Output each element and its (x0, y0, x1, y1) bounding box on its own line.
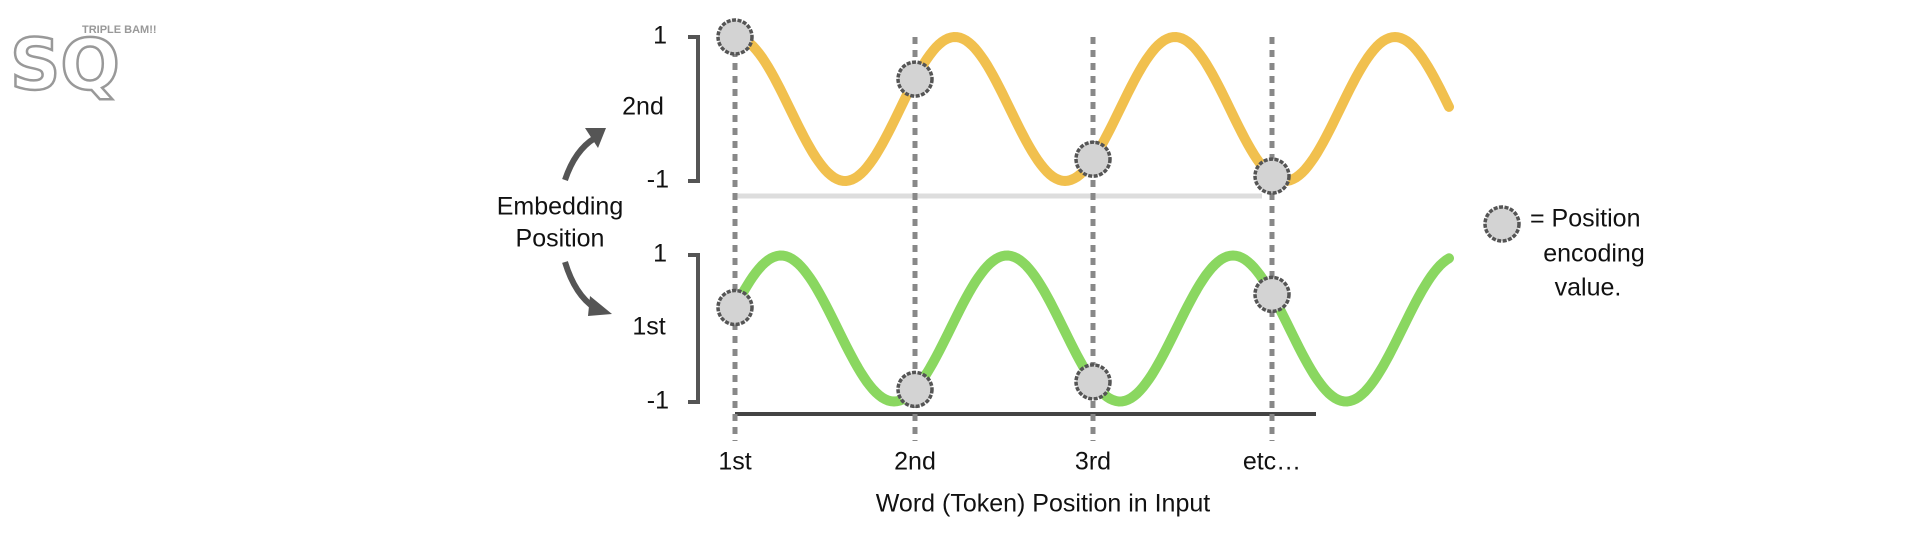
logo: SQ TRIPLE BAM!! (9, 23, 157, 108)
legend-marker (1483, 205, 1521, 243)
encoding-point (896, 370, 934, 409)
top-min: -1 (647, 166, 669, 194)
legend-text: value. (1555, 274, 1622, 302)
y-title: Embedding (497, 193, 623, 221)
top-label: 2nd (622, 93, 664, 121)
encoding-point (1253, 275, 1291, 314)
encoding-point (1253, 157, 1291, 195)
x-label: etc… (1243, 448, 1301, 476)
arrow-head (585, 128, 606, 148)
arrow-up (562, 135, 597, 181)
x-label: 2nd (894, 448, 936, 476)
logo-tagline: TRIPLE BAM!! (82, 24, 157, 36)
encoding-point (1074, 363, 1112, 401)
logo-letters: SQ (10, 24, 120, 106)
legend-text: = Position (1530, 205, 1641, 233)
bottom-max: 1 (653, 240, 667, 268)
encoding-point (896, 60, 934, 98)
top-bracket (688, 35, 700, 183)
bottom-min: -1 (647, 387, 669, 415)
x-title: Word (Token) Position in Input (876, 490, 1210, 518)
encoding-point (716, 288, 754, 327)
legend-text: encoding (1543, 240, 1644, 268)
bottom-bracket (688, 253, 700, 404)
arrow-head (588, 296, 612, 316)
y-title: Position (516, 225, 605, 253)
x-label: 3rd (1075, 448, 1111, 476)
x-label: 1st (718, 448, 751, 476)
bottom-label: 1st (632, 313, 665, 341)
top-max: 1 (653, 22, 667, 50)
encoding-point (1074, 140, 1112, 178)
encoding-point (716, 18, 754, 56)
